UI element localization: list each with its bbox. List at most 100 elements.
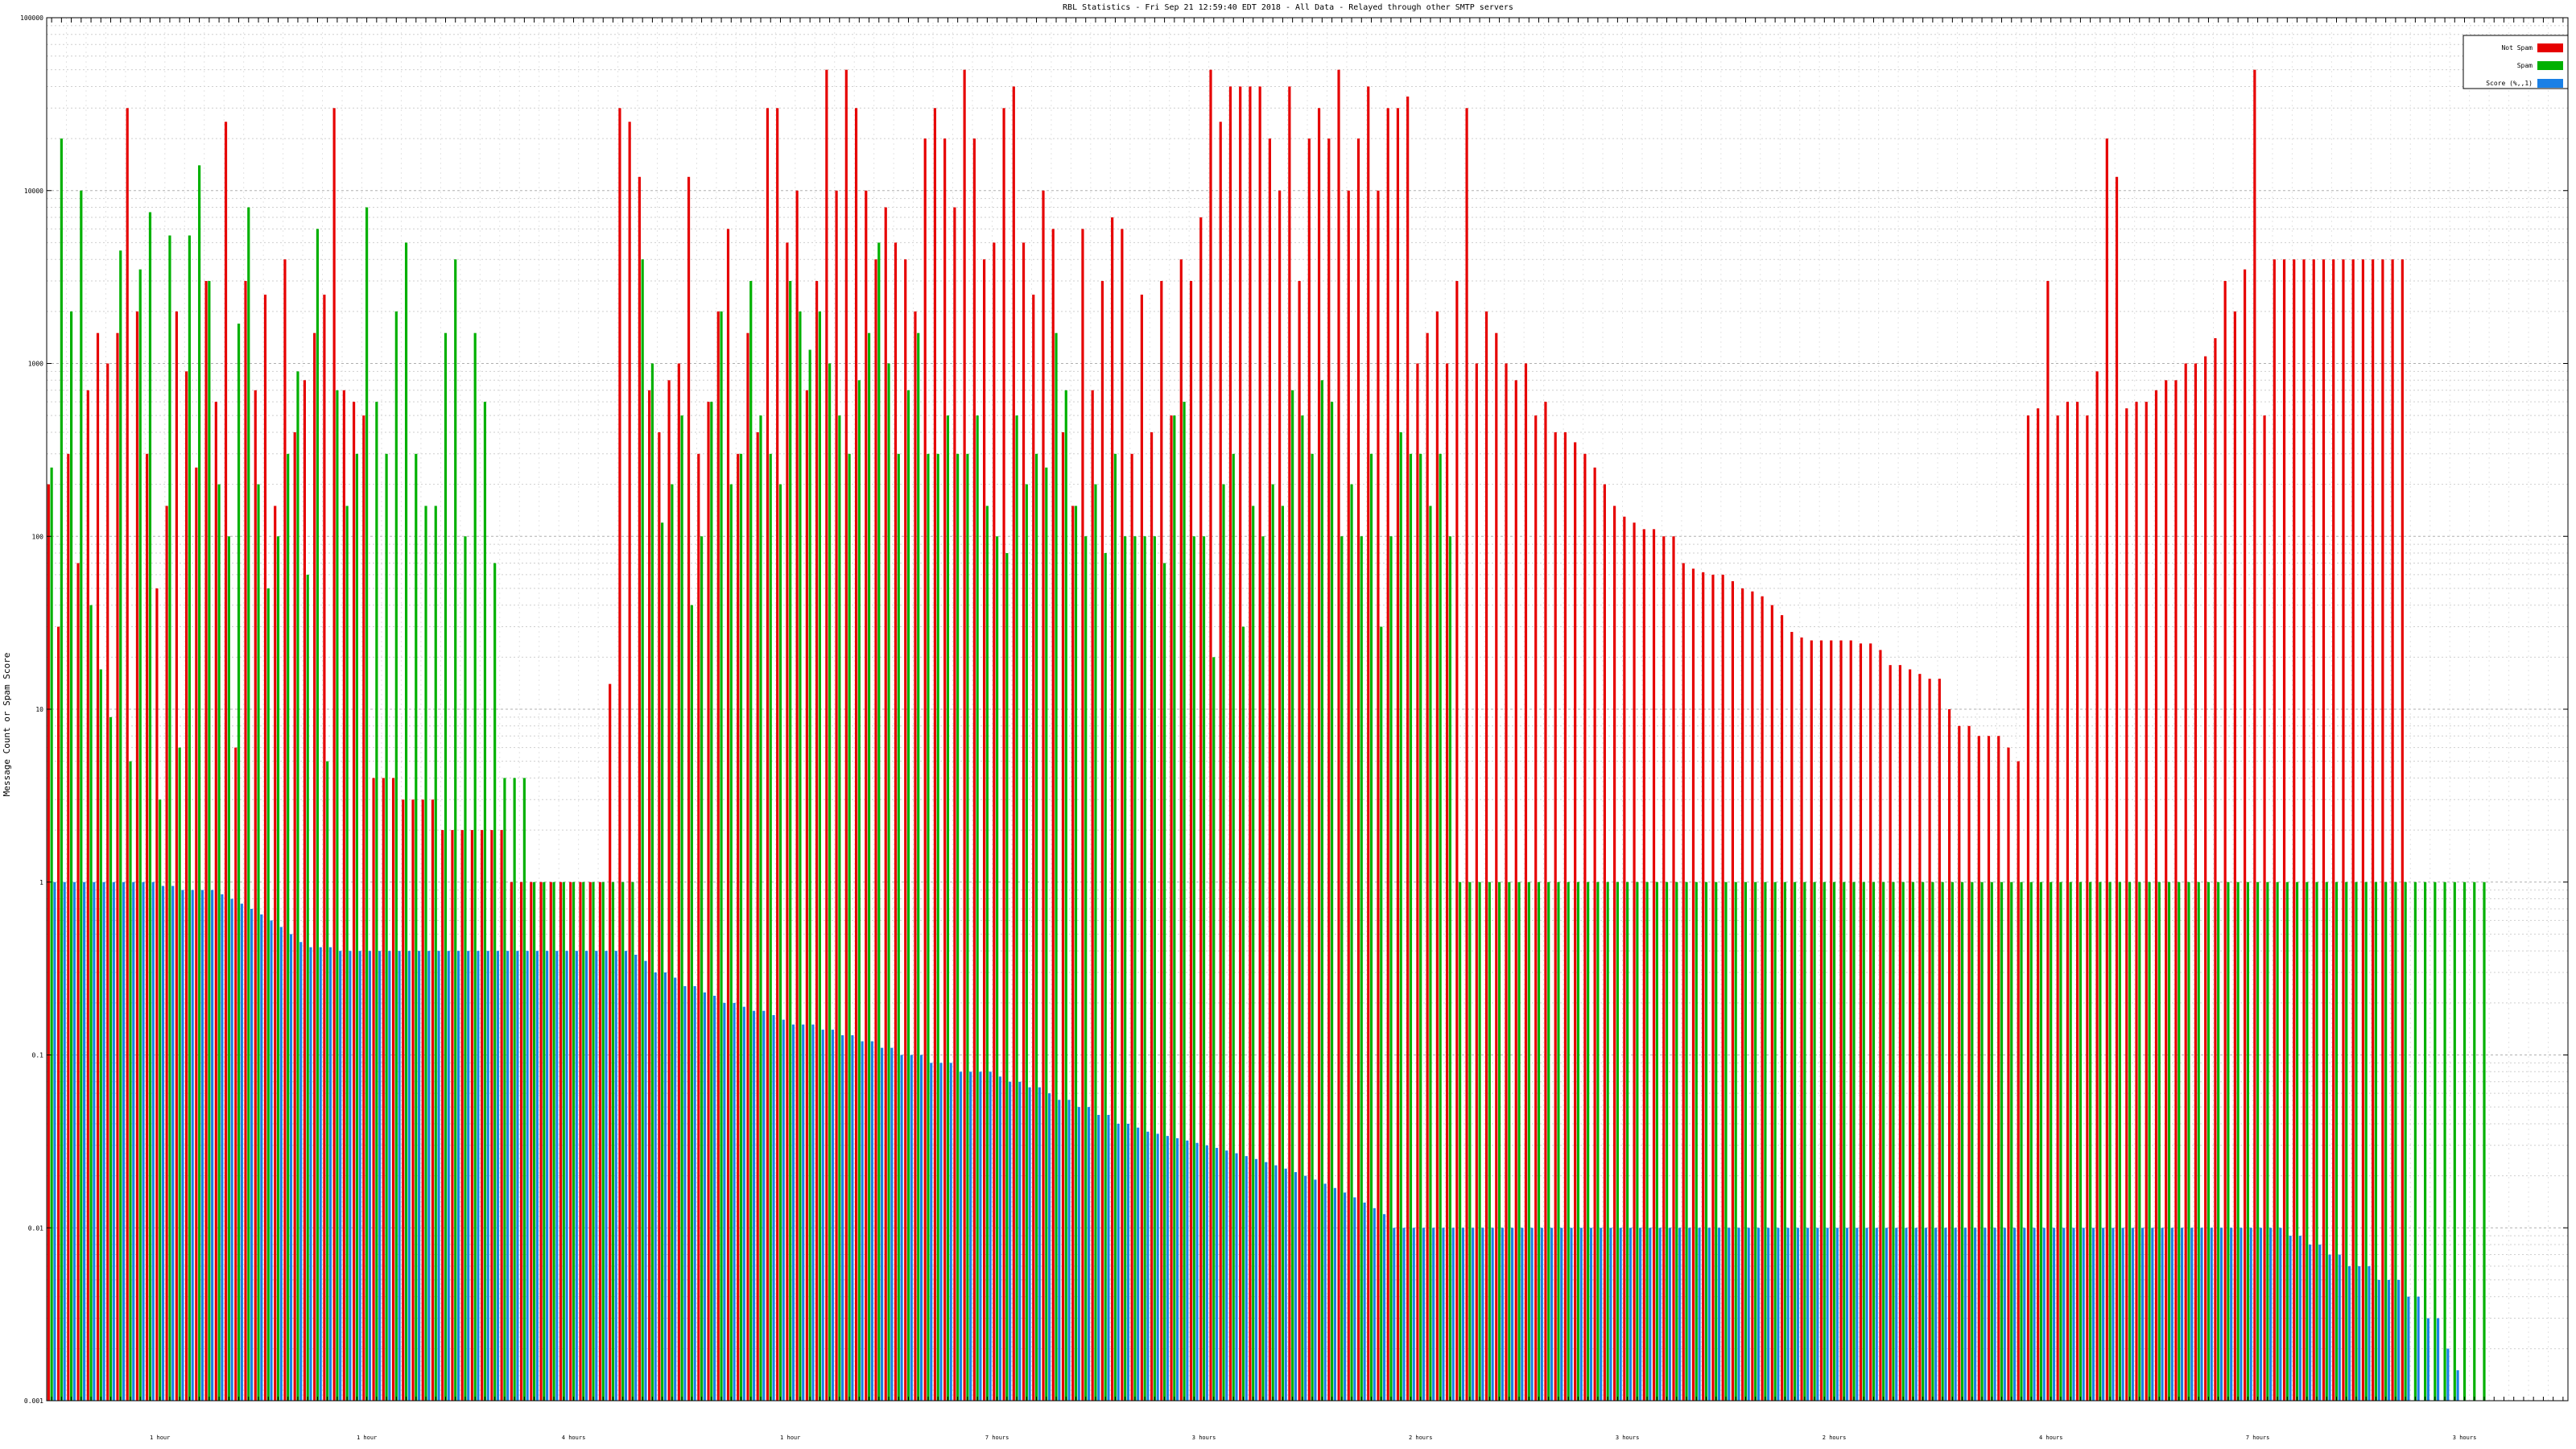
bar-0-36 [402,799,405,1401]
bar-0-28 [323,295,326,1402]
bar-1-5 [99,669,102,1401]
bar-0-52 [559,881,563,1401]
bar-0-106 [1091,390,1094,1402]
bar-0-7 [116,332,119,1402]
bar-1-3 [80,190,83,1401]
bar-0-181 [1830,640,1833,1401]
bar-2-40 [447,951,450,1401]
bar-2-172 [1747,1228,1750,1401]
bar-0-105 [1081,229,1084,1401]
bar-2-37 [417,951,421,1401]
bar-1-247 [2483,881,2486,1401]
bar-0-126 [1288,86,1291,1401]
bar-0-185 [1869,643,1872,1401]
bar-0-43 [470,830,474,1401]
bar-1-103 [1064,390,1067,1402]
bar-1-233 [2345,881,2348,1401]
bar-1-223 [2246,881,2249,1401]
bar-1-13 [178,747,181,1401]
bar-1-229 [2306,881,2309,1401]
bar-1-195 [1971,881,1974,1401]
bar-2-51 [555,951,559,1401]
bar-1-217 [2187,881,2190,1401]
bar-1-99 [1025,484,1028,1402]
bar-0-136 [1386,108,1389,1401]
bar-0-32 [362,415,365,1401]
bar-0-144 [1465,108,1468,1401]
bar-2-166 [1688,1228,1691,1401]
bar-2-152 [1550,1228,1554,1401]
bar-2-192 [1944,1228,1947,1401]
bar-2-91 [949,1063,952,1401]
bar-0-110 [1130,453,1133,1401]
bar-2-224 [2259,1228,2262,1401]
bar-2-154 [1570,1228,1573,1401]
bar-2-106 [1097,1114,1100,1401]
bar-2-48 [526,951,529,1401]
bar-0-45 [490,830,493,1401]
bar-1-58 [621,881,625,1401]
bar-1-100 [1034,453,1038,1401]
bar-2-176 [1786,1228,1790,1401]
bar-2-144 [1472,1228,1475,1401]
bar-0-122 [1249,86,1252,1401]
bar-0-201 [2026,415,2030,1401]
bar-0-107 [1100,281,1104,1401]
bar-2-237 [2387,1279,2391,1401]
bar-2-68 [723,1002,726,1401]
bar-0-127 [1298,281,1301,1401]
bar-1-110 [1133,536,1137,1401]
bar-2-84 [880,1047,884,1401]
bar-0-210 [2115,176,2119,1401]
bar-2-182 [1845,1228,1849,1401]
bar-1-220 [2217,881,2220,1401]
bar-0-82 [854,108,858,1401]
bar-0-79 [825,69,828,1401]
bar-0-65 [687,176,691,1401]
bar-0-58 [618,108,621,1401]
bar-1-20 [247,207,250,1402]
bar-2-151 [1540,1228,1543,1401]
bar-1-11 [159,799,162,1401]
bar-1-114 [1173,415,1176,1401]
bar-2-190 [1924,1228,1928,1401]
bar-1-24 [287,453,290,1401]
bar-1-123 [1261,536,1265,1401]
category-group-label: 3 hours [2453,1435,2477,1441]
bar-0-2 [67,453,70,1401]
legend: Not Spam Spam Score (%,,1) [2462,35,2569,89]
bar-1-26 [306,574,309,1401]
bar-0-231 [2322,259,2326,1401]
y-tick-label: 100000 [20,14,43,22]
bar-2-147 [1501,1228,1504,1401]
bar-1-48 [522,778,526,1401]
bar-2-184 [1865,1228,1868,1401]
bar-0-164 [1662,536,1666,1401]
bar-2-209 [2112,1228,2115,1401]
bar-2-82 [861,1041,864,1401]
bar-0-124 [1268,138,1271,1402]
bar-0-42 [460,830,464,1401]
bar-0-133 [1356,138,1360,1402]
bar-0-27 [313,332,316,1402]
bar-0-66 [697,453,700,1401]
y-tick-label: 10000 [24,188,43,195]
bar-2-212 [2140,1228,2145,1401]
bar-1-51 [552,881,555,1401]
bar-1-140 [1429,506,1432,1402]
bar-1-7 [119,250,122,1401]
bar-2-218 [2200,1228,2203,1401]
bar-1-17 [217,484,221,1402]
bar-2-14 [191,890,194,1401]
bar-0-221 [2223,281,2227,1401]
bar-1-95 [985,506,989,1402]
bar-0-165 [1672,536,1675,1401]
bar-1-111 [1143,536,1146,1401]
bar-2-141 [1442,1228,1445,1401]
bar-1-56 [601,881,605,1401]
bar-1-68 [720,311,723,1402]
y-tick-label: 1 [39,879,43,886]
bar-2-178 [1806,1228,1810,1401]
bar-1-231 [2325,881,2328,1401]
bar-2-96 [998,1076,1001,1401]
